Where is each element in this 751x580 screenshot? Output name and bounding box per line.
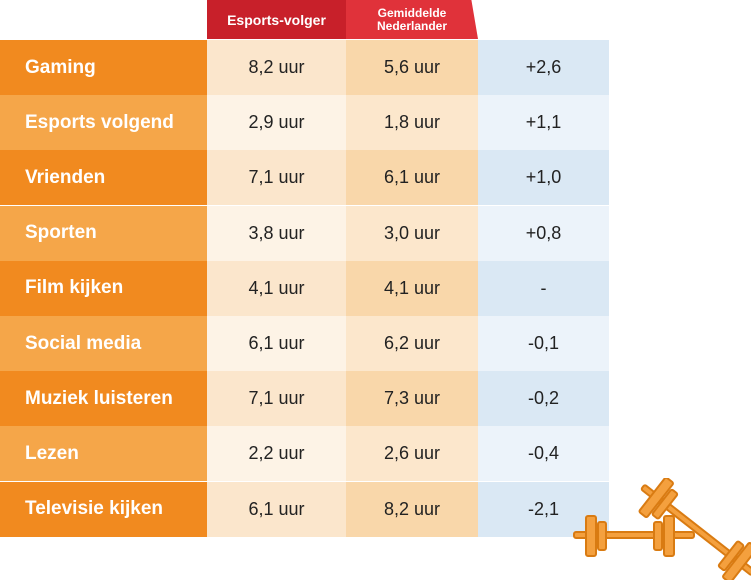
- row-label: Muziek luisteren: [0, 371, 207, 427]
- average-value: 1,8 uur: [346, 95, 478, 151]
- table-row: Sporten 3,8 uur 3,0 uur +0,8: [0, 205, 609, 261]
- table-row: Muziek luisteren 7,1 uur 7,3 uur -0,2: [0, 371, 609, 427]
- esports-value: 7,1 uur: [207, 150, 346, 206]
- esports-value: 8,2 uur: [207, 40, 346, 95]
- table-row: Vrienden 7,1 uur 6,1 uur +1,0: [0, 150, 609, 206]
- row-label: Televisie kijken: [0, 481, 207, 537]
- row-label: Esports volgend: [0, 95, 207, 151]
- row-label: Film kijken: [0, 260, 207, 316]
- esports-value: 7,1 uur: [207, 371, 346, 427]
- table-row: Esports volgend 2,9 uur 1,8 uur +1,1: [0, 95, 609, 151]
- average-value: 3,0 uur: [346, 205, 478, 261]
- esports-value: 3,8 uur: [207, 205, 346, 261]
- difference-value: +2,6: [478, 40, 609, 95]
- table-row: Social media 6,1 uur 6,2 uur -0,1: [0, 316, 609, 371]
- average-value: 7,3 uur: [346, 371, 478, 427]
- barbell-icon: [573, 478, 751, 580]
- column-header-average: Gemiddelde Nederlander: [346, 0, 478, 39]
- difference-value: +1,1: [478, 95, 609, 151]
- difference-value: +1,0: [478, 150, 609, 206]
- row-label: Sporten: [0, 205, 207, 261]
- difference-value: -0,4: [478, 426, 609, 482]
- esports-value: 6,1 uur: [207, 481, 346, 537]
- difference-value: -0,2: [478, 371, 609, 427]
- difference-value: -0,1: [478, 316, 609, 371]
- esports-value: 4,1 uur: [207, 260, 346, 316]
- average-value: 6,1 uur: [346, 150, 478, 206]
- average-value: 8,2 uur: [346, 481, 478, 537]
- difference-value: +0,8: [478, 205, 609, 261]
- row-label: Gaming: [0, 40, 207, 95]
- average-value: 4,1 uur: [346, 260, 478, 316]
- column-header-esports: Esports-volger: [207, 0, 346, 39]
- table-row: Televisie kijken 6,1 uur 8,2 uur -2,1: [0, 481, 609, 537]
- average-value: 5,6 uur: [346, 40, 478, 95]
- average-value: 2,6 uur: [346, 426, 478, 482]
- esports-value: 2,2 uur: [207, 426, 346, 482]
- row-label: Lezen: [0, 426, 207, 482]
- esports-value: 6,1 uur: [207, 316, 346, 371]
- average-value: 6,2 uur: [346, 316, 478, 371]
- table-row: Film kijken 4,1 uur 4,1 uur -: [0, 260, 609, 316]
- row-label: Social media: [0, 316, 207, 371]
- row-label: Vrienden: [0, 150, 207, 206]
- esports-value: 2,9 uur: [207, 95, 346, 151]
- table-row: Lezen 2,2 uur 2,6 uur -0,4: [0, 426, 609, 482]
- difference-value: -: [478, 260, 609, 316]
- table-row: Gaming 8,2 uur 5,6 uur +2,6: [0, 40, 609, 95]
